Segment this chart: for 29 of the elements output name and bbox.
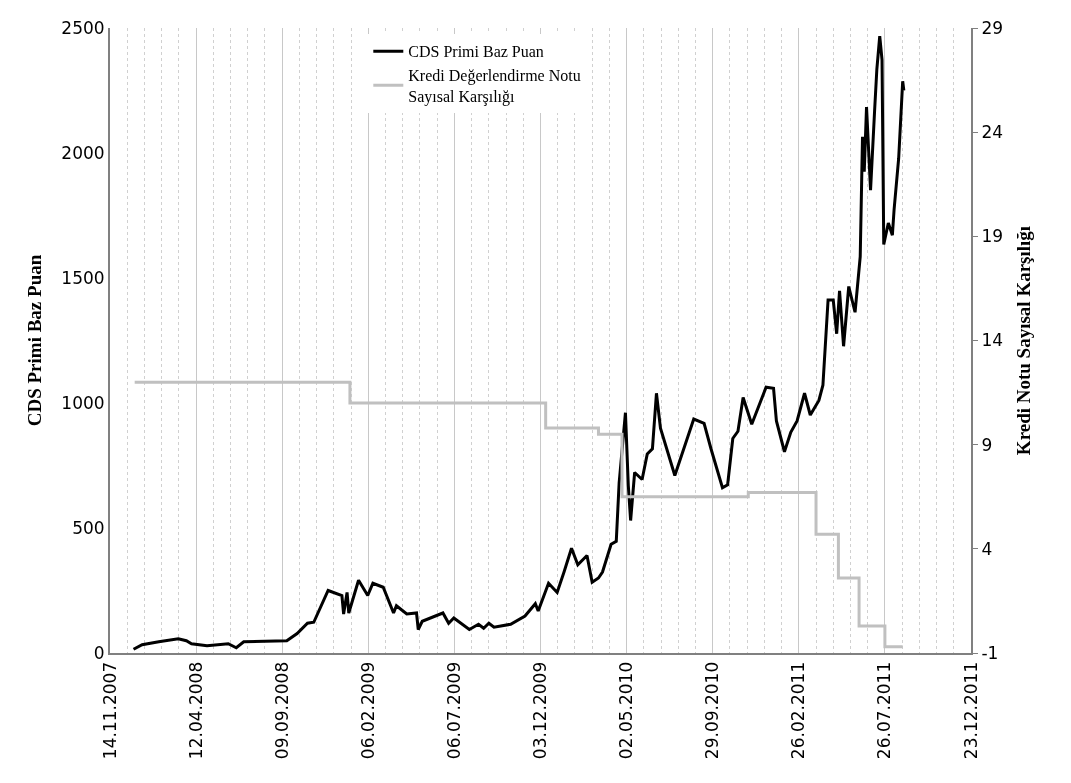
x-tick-label: 09.09.2008 bbox=[271, 661, 292, 760]
y-axis-title: CDS Primi Baz Puan bbox=[23, 254, 45, 427]
y2-tick-label: 24 bbox=[981, 122, 1004, 143]
y2-tick-label: 14 bbox=[981, 330, 1004, 351]
y-tick-label: 1500 bbox=[61, 267, 105, 288]
y2-tick-label: 9 bbox=[981, 434, 993, 455]
legend-label: CDS Primi Baz Puan bbox=[408, 43, 544, 61]
x-tick-label: 23.12.2011 bbox=[960, 661, 981, 760]
y-tick-label: 2500 bbox=[61, 17, 105, 38]
x-tick-label: 26.02.2011 bbox=[788, 661, 809, 760]
y2-tick-label: 4 bbox=[981, 538, 993, 559]
x-tick-label: 29.09.2010 bbox=[702, 661, 723, 760]
y2-tick-label: 19 bbox=[981, 226, 1004, 247]
y-tick-label: 1000 bbox=[61, 392, 105, 413]
line-series bbox=[132, 34, 906, 651]
y2-tick-label: 29 bbox=[981, 17, 1004, 38]
x-tick-label: 03.12.2009 bbox=[530, 661, 551, 760]
y-tick-label: 500 bbox=[72, 517, 105, 538]
x-tick-label: 06.07.2009 bbox=[443, 661, 464, 760]
x-tick-label: 06.02.2009 bbox=[357, 661, 378, 760]
x-tick-label: 12.04.2008 bbox=[185, 661, 206, 760]
y-tick-label: 0 bbox=[93, 642, 105, 663]
x-tick-label: 02.05.2010 bbox=[616, 661, 637, 760]
y2-tick-label: -1 bbox=[981, 642, 999, 663]
x-tick-label: 14.11.2007 bbox=[99, 661, 120, 760]
y2-axis-title: Kredi Notu Sayısal Karşılığı bbox=[1013, 225, 1035, 456]
x-tick-label: 26.07.2011 bbox=[874, 661, 895, 760]
y-tick-label: 2000 bbox=[61, 142, 105, 163]
legend-label: Kredi Değerlendirme Notu Sayısal Karşılığı bbox=[408, 67, 581, 106]
